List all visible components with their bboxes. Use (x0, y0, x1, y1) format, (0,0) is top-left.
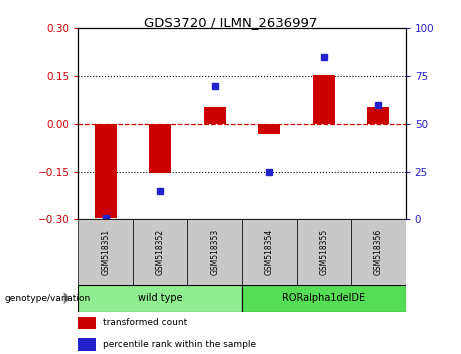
Text: GSM518351: GSM518351 (101, 229, 110, 275)
Text: GDS3720 / ILMN_2636997: GDS3720 / ILMN_2636997 (144, 16, 317, 29)
Bar (204, 107, 226, 124)
Bar (149, 124, 171, 173)
Bar (313, 75, 335, 124)
Text: GSM518352: GSM518352 (156, 229, 165, 275)
Bar (242, 285, 406, 312)
Bar (78, 219, 133, 285)
Bar (258, 124, 280, 134)
Bar (78, 285, 242, 312)
Text: GSM518353: GSM518353 (210, 229, 219, 275)
Text: GSM518356: GSM518356 (374, 229, 383, 275)
Bar (367, 107, 389, 124)
Bar (242, 219, 296, 285)
Bar (188, 219, 242, 285)
Bar (133, 219, 188, 285)
Text: genotype/variation: genotype/variation (5, 294, 91, 303)
Text: transformed count: transformed count (103, 319, 187, 327)
Text: RORalpha1delDE: RORalpha1delDE (282, 293, 366, 303)
Bar (296, 219, 351, 285)
Text: GSM518355: GSM518355 (319, 229, 328, 275)
Bar (78, 338, 96, 350)
Text: GSM518354: GSM518354 (265, 229, 274, 275)
Bar (95, 124, 117, 218)
Text: percentile rank within the sample: percentile rank within the sample (103, 340, 256, 349)
Text: wild type: wild type (138, 293, 183, 303)
Bar (351, 219, 406, 285)
Bar (78, 316, 96, 329)
